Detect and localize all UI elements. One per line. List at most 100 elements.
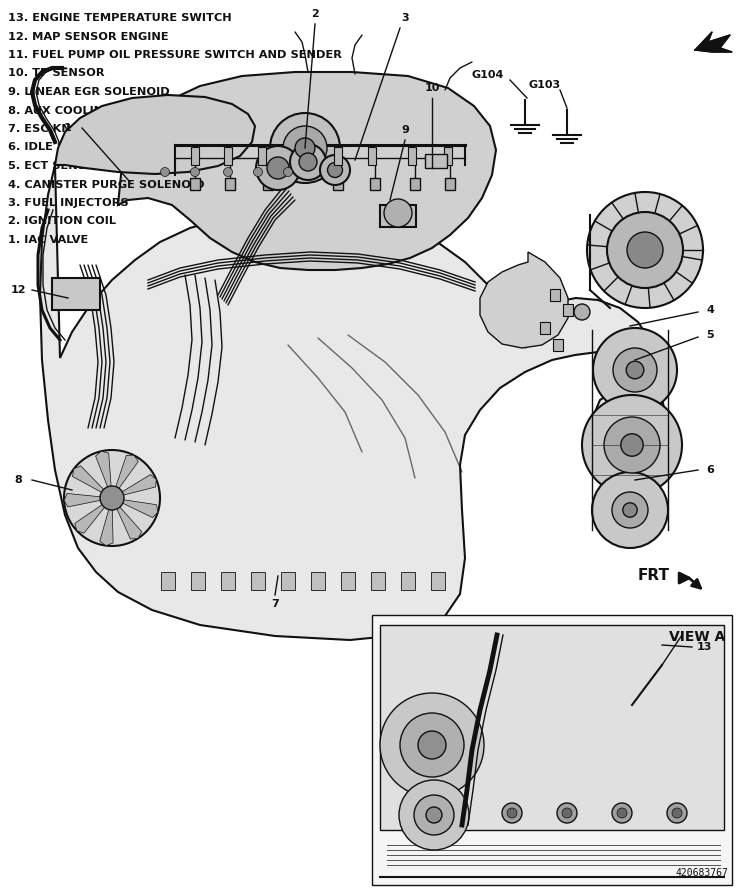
Polygon shape	[72, 466, 112, 498]
Bar	[334, 147, 342, 165]
Bar	[563, 304, 573, 316]
Circle shape	[290, 144, 326, 180]
Bar	[190, 178, 200, 190]
Text: 13: 13	[697, 642, 712, 652]
Circle shape	[623, 503, 637, 517]
Text: 3: 3	[401, 13, 408, 23]
Circle shape	[64, 450, 160, 546]
Bar	[380, 205, 416, 227]
Text: 8: 8	[14, 475, 22, 485]
Polygon shape	[112, 475, 156, 498]
Text: 10: 10	[425, 83, 439, 93]
Circle shape	[400, 713, 464, 777]
Bar	[401, 572, 415, 590]
Bar	[191, 147, 199, 165]
Bar	[258, 147, 266, 165]
Bar	[410, 178, 420, 190]
Text: 6: 6	[706, 465, 714, 475]
Circle shape	[667, 803, 687, 823]
Text: 1: 1	[64, 123, 72, 133]
Circle shape	[320, 155, 350, 185]
Bar	[553, 339, 563, 351]
Polygon shape	[96, 451, 112, 498]
Text: 9: 9	[401, 125, 409, 135]
Polygon shape	[64, 493, 112, 507]
Text: 8. AUX COOLING FAN TEMP SWITCH: 8. AUX COOLING FAN TEMP SWITCH	[8, 105, 235, 115]
Bar	[550, 289, 560, 301]
Text: 7. ESC KNOCK SENSOR: 7. ESC KNOCK SENSOR	[8, 124, 154, 134]
Circle shape	[426, 807, 442, 823]
Circle shape	[299, 153, 317, 171]
Circle shape	[592, 472, 668, 548]
Text: 12: 12	[10, 285, 26, 295]
Circle shape	[620, 434, 643, 456]
Text: 13. ENGINE TEMPERATURE SWITCH: 13. ENGINE TEMPERATURE SWITCH	[8, 13, 232, 23]
Circle shape	[627, 232, 663, 268]
Circle shape	[593, 328, 677, 412]
Text: G103: G103	[529, 80, 561, 90]
Bar	[225, 178, 235, 190]
Circle shape	[574, 304, 590, 320]
Polygon shape	[480, 252, 568, 348]
Circle shape	[160, 168, 169, 177]
Bar	[341, 572, 355, 590]
Polygon shape	[112, 455, 138, 498]
Text: VIEW A: VIEW A	[669, 630, 725, 644]
Circle shape	[607, 212, 683, 288]
Bar	[311, 572, 325, 590]
Bar	[281, 572, 295, 590]
Circle shape	[612, 492, 648, 528]
Bar	[445, 178, 455, 190]
Bar	[251, 572, 265, 590]
Bar	[263, 178, 273, 190]
Text: 2. IGNITION COIL: 2. IGNITION COIL	[8, 217, 116, 227]
Bar	[371, 572, 385, 590]
Circle shape	[270, 113, 340, 183]
Text: 9. LINEAR EGR SOLENOID: 9. LINEAR EGR SOLENOID	[8, 87, 170, 97]
Text: 4. CANISTER PURGE SOLENOID: 4. CANISTER PURGE SOLENOID	[8, 179, 205, 189]
Circle shape	[283, 168, 292, 177]
Circle shape	[295, 138, 315, 158]
Circle shape	[613, 348, 657, 392]
Text: 2: 2	[311, 9, 319, 19]
Bar	[333, 178, 343, 190]
Polygon shape	[55, 95, 255, 174]
Bar	[444, 147, 452, 165]
Bar	[161, 572, 175, 590]
Bar	[380, 625, 724, 830]
Text: 7: 7	[271, 599, 279, 609]
Bar	[408, 147, 416, 165]
Circle shape	[672, 808, 682, 818]
Polygon shape	[695, 32, 732, 52]
Text: 1. IAC VALVE: 1. IAC VALVE	[8, 235, 88, 245]
Text: 5. ECT SENSOR: 5. ECT SENSOR	[8, 161, 105, 171]
Text: 12. MAP SENSOR ENGINE: 12. MAP SENSOR ENGINE	[8, 31, 169, 42]
Text: 3. FUEL INJECTORS: 3. FUEL INJECTORS	[8, 198, 129, 208]
Polygon shape	[118, 72, 496, 270]
Circle shape	[612, 803, 632, 823]
Circle shape	[507, 808, 517, 818]
Circle shape	[617, 808, 627, 818]
Text: 11. FUEL PUMP OIL PRESSURE SWITCH AND SENDER: 11. FUEL PUMP OIL PRESSURE SWITCH AND SE…	[8, 50, 342, 60]
Bar	[425, 154, 447, 168]
Bar	[221, 572, 235, 590]
Text: 5: 5	[706, 330, 714, 340]
Circle shape	[587, 192, 703, 308]
Polygon shape	[112, 498, 142, 539]
Text: 420683767: 420683767	[675, 868, 728, 878]
Circle shape	[384, 199, 412, 227]
Circle shape	[191, 168, 199, 177]
Bar	[540, 322, 550, 334]
Circle shape	[582, 395, 682, 495]
Circle shape	[502, 803, 522, 823]
Text: FRT: FRT	[638, 567, 670, 582]
Circle shape	[418, 731, 446, 759]
Polygon shape	[100, 498, 113, 546]
Text: 4: 4	[706, 305, 714, 315]
Bar	[224, 147, 232, 165]
Bar	[431, 572, 445, 590]
Circle shape	[399, 780, 469, 850]
Circle shape	[557, 803, 577, 823]
Polygon shape	[75, 498, 112, 533]
Bar	[52, 278, 100, 310]
